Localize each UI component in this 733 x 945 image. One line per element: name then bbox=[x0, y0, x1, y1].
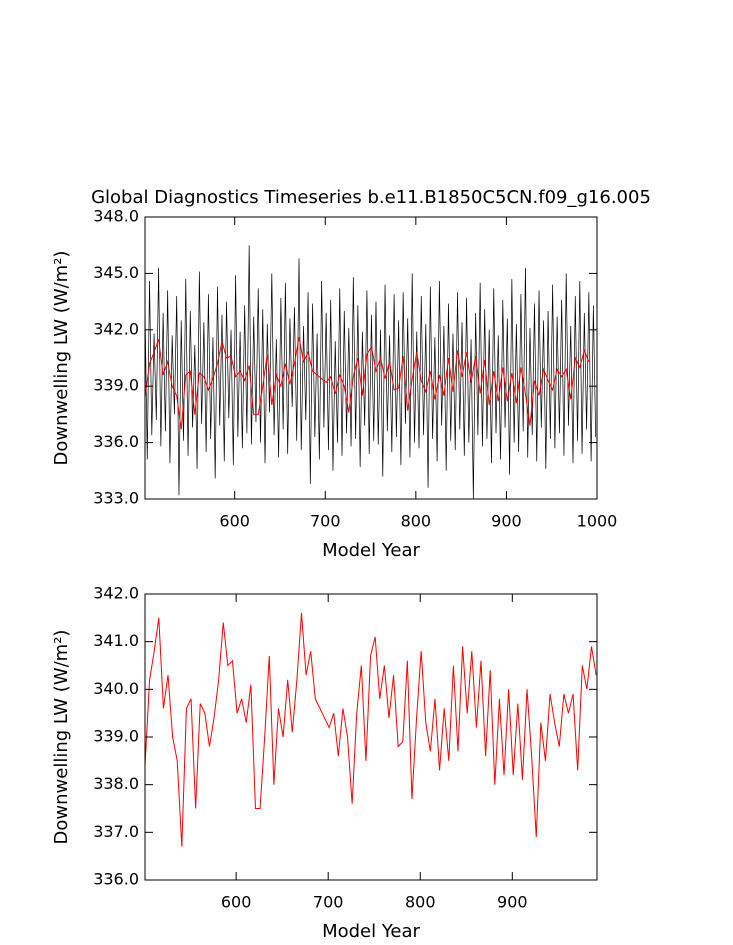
series-line bbox=[145, 613, 597, 847]
y-tick-label: 342.0 bbox=[93, 584, 139, 603]
y-tick-label: 341.0 bbox=[93, 631, 139, 650]
plot-area bbox=[145, 613, 597, 847]
series-line bbox=[145, 245, 596, 499]
x-tick-label: 900 bbox=[491, 512, 522, 531]
y-tick-label: 336.0 bbox=[93, 432, 139, 451]
x-tick-label: 700 bbox=[313, 893, 344, 912]
y-tick-label: 336.0 bbox=[93, 870, 139, 889]
chart-title: Global Diagnostics Timeseries b.e11.B185… bbox=[91, 187, 651, 208]
y-tick-label: 348.0 bbox=[93, 207, 139, 226]
x-tick-label: 800 bbox=[405, 893, 436, 912]
y-tick-label: 339.0 bbox=[93, 727, 139, 746]
plot-frame bbox=[144, 216, 598, 500]
y-tick-label: 333.0 bbox=[93, 489, 139, 508]
x-tick-label: 1000 bbox=[577, 512, 618, 531]
x-axis-label: Model Year bbox=[322, 921, 420, 942]
y-tick-label: 337.0 bbox=[93, 822, 139, 841]
y-tick-label: 340.0 bbox=[93, 679, 139, 698]
x-tick-label: 700 bbox=[310, 512, 341, 531]
plot-area bbox=[145, 245, 596, 499]
x-tick-label: 800 bbox=[401, 512, 432, 531]
x-axis-label: Model Year bbox=[322, 540, 420, 561]
x-tick-label: 900 bbox=[497, 893, 528, 912]
series-line bbox=[145, 337, 590, 430]
x-tick-label: 600 bbox=[219, 512, 250, 531]
x-tick-label: 600 bbox=[221, 893, 252, 912]
y-axis-label: Downwelling LW (W/m²) bbox=[51, 630, 72, 845]
y-tick-label: 345.0 bbox=[93, 263, 139, 282]
y-tick-label: 338.0 bbox=[93, 774, 139, 793]
y-tick-label: 342.0 bbox=[93, 319, 139, 338]
plot-frame bbox=[144, 593, 598, 881]
y-axis-label: Downwelling LW (W/m²) bbox=[51, 251, 72, 466]
y-tick-label: 339.0 bbox=[93, 376, 139, 395]
